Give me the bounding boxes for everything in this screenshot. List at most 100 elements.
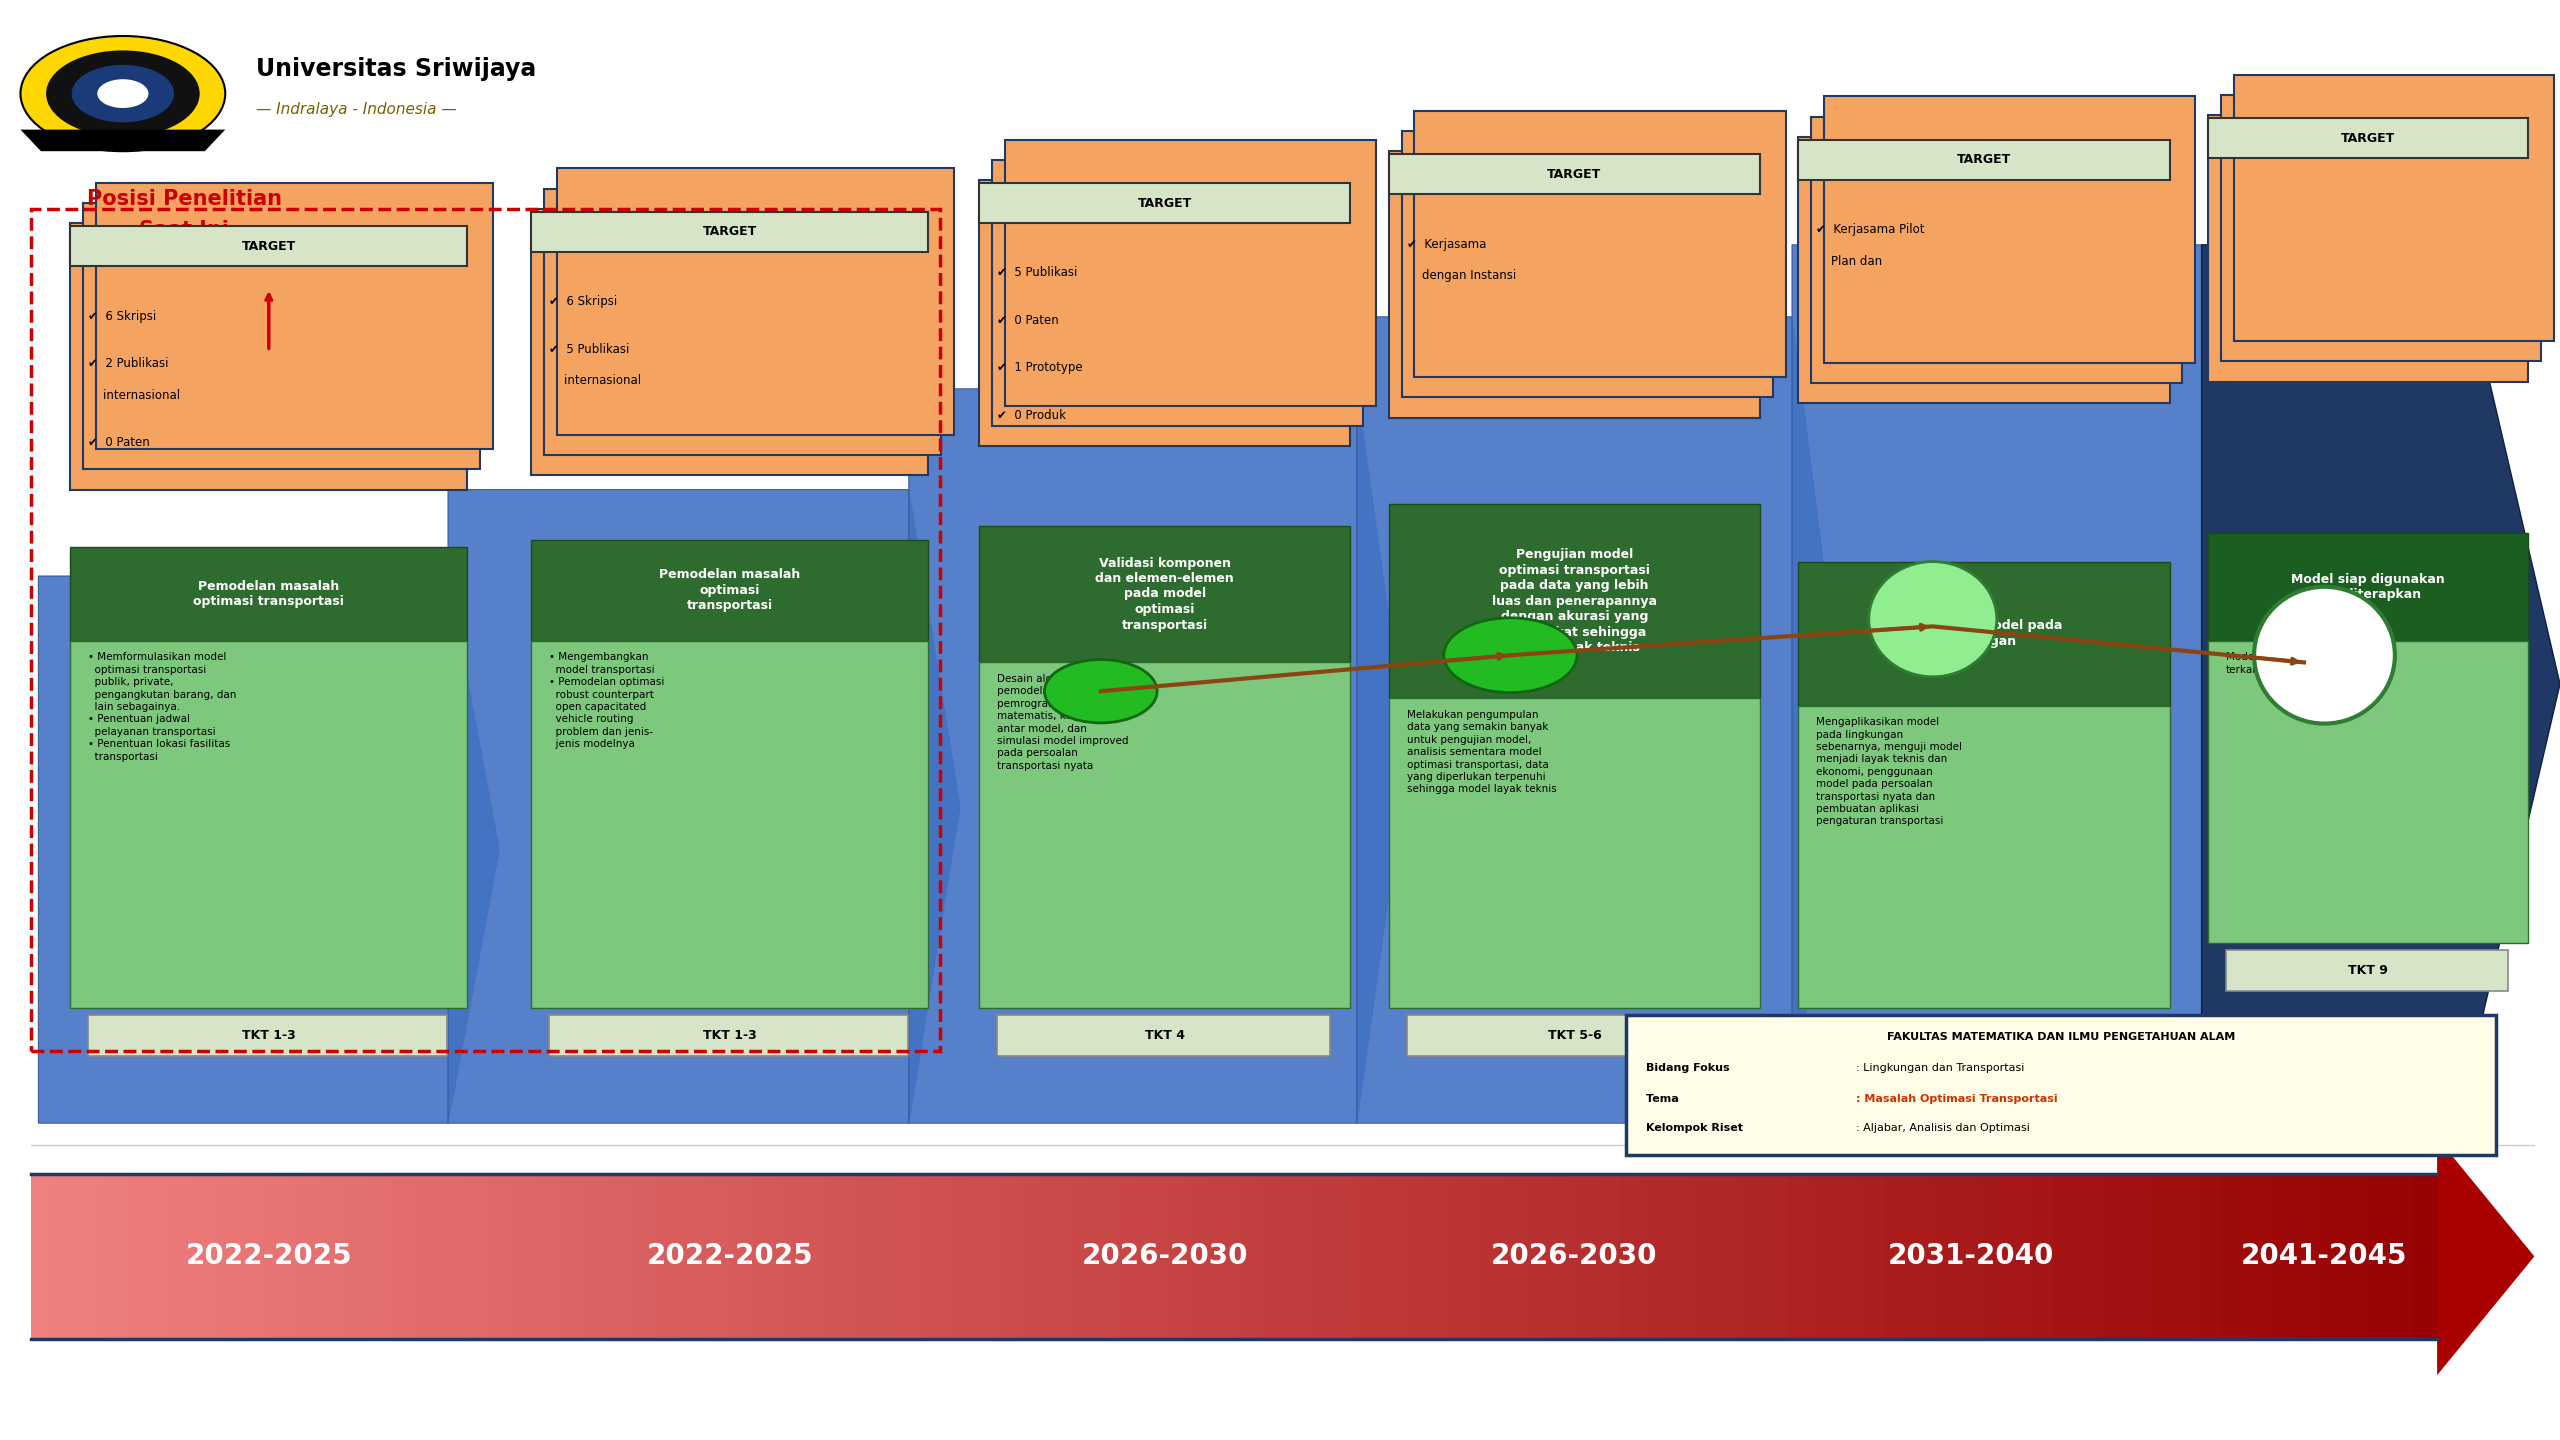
Text: : Masalah Optimasi Transportasi: : Masalah Optimasi Transportasi [1856, 1094, 2058, 1103]
Bar [1823, 96, 2194, 363]
Bar [1800, 706, 2171, 1008]
Text: : Aljabar, Analisis dan Optimasi: : Aljabar, Analisis dan Optimasi [1856, 1123, 2030, 1132]
Bar [993, 160, 1362, 426]
Bar [1764, 1174, 1789, 1339]
Bar [102, 1174, 131, 1339]
Text: ✔  0 Paten: ✔ 0 Paten [998, 314, 1060, 327]
Bar [69, 223, 466, 490]
Bar [2227, 950, 2509, 991]
Bar [1715, 1174, 1741, 1339]
Text: Kelompok Riset: Kelompok Riset [1646, 1123, 1743, 1132]
Bar [200, 1174, 225, 1339]
Bar [343, 1174, 371, 1339]
Bar [97, 183, 492, 449]
Ellipse shape [1869, 562, 1997, 677]
Bar [2388, 1174, 2417, 1339]
Bar [1306, 1174, 1334, 1339]
Bar [2207, 118, 2529, 158]
Bar [980, 180, 1352, 446]
Bar [1377, 1174, 1405, 1339]
Bar [1475, 1174, 1500, 1339]
Bar [2220, 1174, 2248, 1339]
Ellipse shape [2255, 588, 2396, 723]
Bar [1162, 1174, 1188, 1339]
Text: Bidang Fokus: Bidang Fokus [1646, 1064, 1731, 1073]
Circle shape [97, 79, 148, 108]
Polygon shape [20, 130, 225, 151]
Bar [532, 540, 927, 641]
Text: — Indralaya - Indonesia —: — Indralaya - Indonesia — [256, 102, 456, 117]
Bar [1800, 137, 2171, 403]
Bar [561, 1174, 586, 1339]
Bar [82, 203, 481, 469]
Text: ✔  Kerjasama: ✔ Kerjasama [1408, 238, 1487, 251]
Text: internasional: internasional [87, 389, 179, 402]
Bar [2414, 1174, 2440, 1339]
Bar [824, 1174, 852, 1339]
Bar [320, 1174, 346, 1339]
Bar [248, 1174, 274, 1339]
Bar [151, 1174, 177, 1339]
Circle shape [46, 50, 200, 137]
Text: 2041-2045: 2041-2045 [2240, 1243, 2409, 1270]
Bar [2148, 1174, 2176, 1339]
Bar [1257, 1174, 1285, 1339]
Text: 2022-2025: 2022-2025 [645, 1243, 814, 1270]
Text: TARGET: TARGET [1956, 153, 2012, 167]
Bar [1065, 1174, 1093, 1339]
Text: TARGET: TARGET [241, 239, 297, 253]
Bar [1818, 1015, 2150, 1056]
Bar [2196, 1174, 2222, 1339]
Circle shape [72, 65, 174, 122]
Polygon shape [2202, 245, 2560, 1123]
Text: TARGET: TARGET [1137, 196, 1193, 210]
Bar [69, 641, 466, 1008]
Bar [655, 1174, 684, 1339]
Bar [532, 209, 927, 475]
Bar [415, 1174, 443, 1339]
Bar [1388, 154, 1761, 194]
Bar [489, 1174, 515, 1339]
Text: ✔  Kerjasama Pilot: ✔ Kerjasama Pilot [1818, 223, 1925, 236]
Bar [1572, 1174, 1597, 1339]
Bar [512, 1174, 538, 1339]
Text: Pengujian model pada
lapangan: Pengujian model pada lapangan [1905, 619, 2063, 648]
Bar [2125, 1174, 2150, 1339]
Bar [2099, 1174, 2127, 1339]
Bar [1331, 1174, 1357, 1339]
Bar [2235, 75, 2555, 341]
Bar [69, 547, 466, 641]
Bar [2365, 1174, 2391, 1339]
Bar [1523, 1174, 1549, 1339]
Bar [1185, 1174, 1213, 1339]
Bar [2207, 115, 2529, 382]
Bar [1354, 1174, 1380, 1339]
Bar [1812, 1174, 1838, 1339]
Bar [1979, 1174, 2007, 1339]
Polygon shape [909, 389, 1408, 1123]
Bar [1787, 1174, 1815, 1339]
Bar [1498, 1174, 1526, 1339]
Bar [87, 1015, 448, 1056]
Text: ✔  6 Skripsi: ✔ 6 Skripsi [548, 295, 617, 308]
Bar [1836, 1174, 1861, 1339]
Bar [1956, 1174, 1981, 1339]
Bar [2222, 95, 2542, 361]
Text: ✔  6 Skripsi: ✔ 6 Skripsi [87, 310, 156, 323]
Bar [2207, 641, 2529, 943]
Text: TKT 5-6: TKT 5-6 [1549, 1028, 1600, 1043]
Bar [79, 1174, 105, 1339]
Bar [1812, 117, 2181, 383]
Bar [1091, 1174, 1116, 1339]
Text: Pemodelan masalah
optimasi
transportasi: Pemodelan masalah optimasi transportasi [658, 569, 801, 612]
Text: ✔  0 Produk: ✔ 0 Produk [998, 409, 1065, 422]
Bar [1114, 1174, 1139, 1339]
Text: TKT 4: TKT 4 [1144, 1028, 1185, 1043]
Bar [584, 1174, 612, 1339]
Bar [1800, 140, 2171, 180]
Circle shape [20, 36, 225, 151]
Text: 2031-2040: 2031-2040 [1889, 1243, 2053, 1270]
Bar [980, 662, 1352, 1008]
Bar [1618, 1174, 1646, 1339]
Bar [543, 189, 940, 455]
